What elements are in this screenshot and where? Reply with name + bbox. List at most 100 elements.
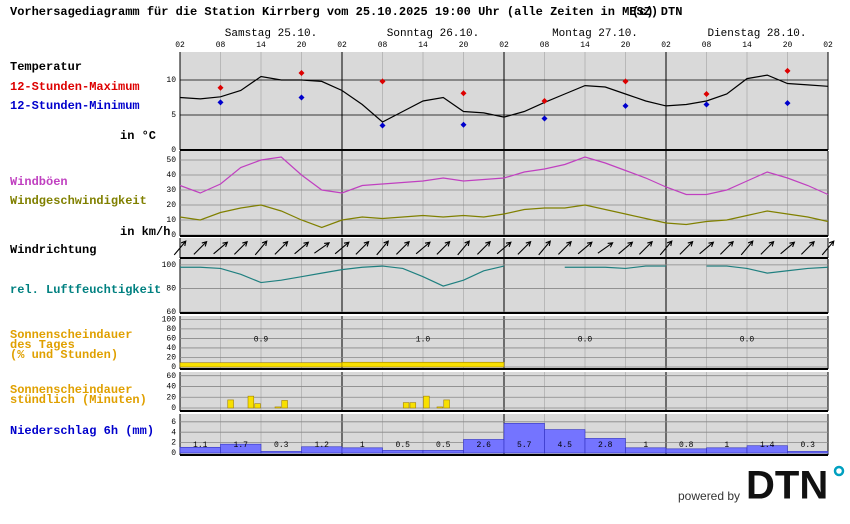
bar — [787, 451, 829, 454]
panel-label: Windgeschwindigkeit — [10, 194, 147, 208]
y-tick-label: 100 — [162, 315, 177, 324]
wind-arrow — [415, 241, 431, 255]
powered-by: powered by — [678, 489, 740, 503]
bar — [227, 399, 234, 409]
bar — [341, 361, 505, 368]
wind-arrow — [780, 241, 796, 255]
value-label: 1.1 — [193, 441, 208, 450]
marker — [460, 121, 467, 128]
marker — [379, 122, 386, 129]
marker — [298, 70, 305, 76]
y-tick-label: 0 — [171, 146, 176, 155]
y-tick-label: 20 — [166, 354, 176, 363]
value-label: 1 — [643, 441, 648, 450]
hour-label: 14 — [580, 41, 590, 50]
hour-label: 08 — [216, 41, 226, 50]
value-label: 1.2 — [315, 441, 330, 450]
marker — [541, 98, 548, 104]
y-tick-label: 80 — [166, 285, 176, 294]
hour-label: 14 — [418, 41, 428, 50]
panel-label: Windrichtung — [10, 243, 96, 257]
wind-arrow — [679, 240, 694, 255]
line — [180, 265, 505, 287]
value-label: 1 — [360, 441, 365, 450]
panel-label: in °C — [120, 129, 156, 143]
marker — [622, 78, 629, 85]
bar — [746, 445, 788, 454]
y-tick-label: 20 — [166, 201, 176, 210]
marker — [217, 99, 224, 106]
panel-label: in km/h — [120, 225, 170, 239]
bar — [423, 395, 430, 409]
wind-arrow — [173, 240, 187, 256]
line — [179, 204, 829, 229]
panel-label: (% und Stunden) — [10, 348, 118, 362]
y-tick-label: 60 — [166, 372, 176, 381]
marker — [541, 115, 548, 122]
y-tick-label: 60 — [166, 308, 176, 317]
marker — [622, 102, 629, 109]
wind-arrow — [294, 241, 310, 255]
wind-arrow — [254, 240, 268, 256]
wind-arrow — [538, 240, 552, 256]
hour-label: 02 — [661, 41, 671, 50]
wind-arrow — [821, 240, 835, 256]
bar — [443, 399, 450, 409]
y-tick-label: 4 — [171, 428, 176, 437]
value-label: 0.5 — [396, 441, 411, 450]
hours-label: 0.9 — [254, 336, 269, 345]
hour-label: 02 — [499, 41, 509, 50]
wind-arrow — [457, 240, 471, 256]
wind-arrow — [699, 241, 715, 255]
y-tick-label: 40 — [166, 383, 176, 392]
y-tick-label: 10 — [166, 216, 176, 225]
day-label: Montag 27.10. — [552, 28, 638, 40]
wind-arrow — [760, 240, 775, 255]
panel-label: Sonnenscheindauer — [10, 383, 132, 397]
wind-arrow — [577, 241, 593, 255]
hour-label: 20 — [297, 41, 307, 50]
hour-label: 20 — [783, 41, 793, 50]
day-label: Sonntag 26.10. — [387, 28, 479, 40]
hours-label: 1.0 — [416, 336, 431, 345]
panel-label: 12-Stunden-Minimum — [10, 99, 140, 113]
hour-label: 02 — [823, 41, 833, 50]
marker — [298, 94, 305, 101]
wind-arrow — [274, 240, 289, 255]
wind-arrow — [557, 240, 572, 255]
y-tick-label: 80 — [166, 325, 176, 334]
bar — [274, 406, 282, 409]
line — [179, 156, 829, 196]
wind-arrow — [517, 240, 532, 255]
wind-arrow — [476, 240, 491, 255]
bar — [281, 400, 288, 409]
y-tick-label: 20 — [166, 393, 176, 402]
wind-arrow — [233, 240, 248, 255]
panel-label: stündlich (Minuten) — [10, 393, 147, 407]
wind-arrow — [314, 242, 331, 254]
day-label: Dienstag 28.10. — [707, 28, 806, 40]
y-tick-label: 100 — [162, 261, 177, 270]
bar — [220, 443, 262, 454]
wind-arrow — [193, 240, 208, 255]
title: Vorhersagediagramm für die Station Kirrb… — [10, 5, 658, 19]
panel-label: 12-Stunden-Maximum — [10, 80, 140, 94]
value-label: 0.8 — [679, 441, 694, 450]
wind-arrow — [395, 240, 410, 255]
hour-label: 02 — [175, 41, 185, 50]
y-tick-label: 60 — [166, 335, 176, 344]
bar — [402, 402, 410, 409]
y-tick-label: 10 — [166, 76, 176, 85]
wind-arrow — [597, 242, 614, 254]
value-label: 1 — [724, 441, 729, 450]
hour-label: 08 — [378, 41, 388, 50]
bar — [409, 402, 417, 409]
bar — [179, 362, 343, 368]
wind-arrow — [618, 241, 634, 255]
panel-label: Niederschlag 6h (mm) — [10, 424, 154, 438]
value-label: 0.3 — [801, 441, 816, 450]
hour-label: 14 — [256, 41, 266, 50]
y-tick-label: 40 — [166, 344, 176, 353]
line — [706, 265, 829, 274]
